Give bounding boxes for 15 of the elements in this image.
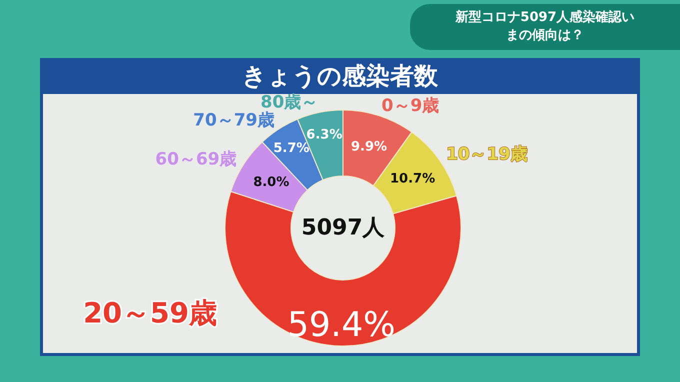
- slice-label: 80歳～: [260, 92, 318, 112]
- chart-subtitle: 新型コロナ5097人感染確認いまの傾向は？: [454, 9, 636, 45]
- data-label: 8.0%: [253, 174, 290, 190]
- slice-label: 60～69歳: [155, 149, 237, 170]
- slice-label: 70～79歳: [193, 110, 274, 131]
- data-label: 10.7%: [390, 172, 436, 187]
- data-label: 59.4%: [287, 304, 396, 345]
- data-label: 5.7%: [273, 140, 310, 156]
- slice-label: 0～9歳: [382, 96, 440, 116]
- data-label: 9.9%: [350, 140, 388, 155]
- slice-label: 20～59歳: [83, 296, 217, 330]
- text: 5097人: [301, 216, 386, 240]
- chart-title: きょうの感染者数: [40, 58, 640, 94]
- data-label: 6.3%: [306, 127, 342, 142]
- slice-label: 10～19歳: [446, 144, 528, 164]
